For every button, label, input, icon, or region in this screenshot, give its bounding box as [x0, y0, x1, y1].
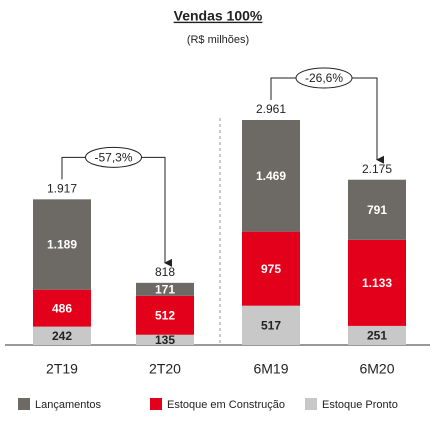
legend-label: Estoque Pronto — [322, 399, 398, 411]
total-label: 818 — [155, 265, 175, 279]
total-label: 2.175 — [362, 162, 392, 176]
bar-segment — [33, 326, 91, 345]
value-label: 791 — [367, 203, 387, 217]
value-label: 251 — [367, 329, 387, 343]
x-tick-label: 2T19 — [46, 361, 78, 377]
value-label: 242 — [52, 329, 72, 343]
value-label: 135 — [155, 333, 175, 347]
legend-label: Estoque em Construção — [167, 399, 285, 411]
bar-segment — [348, 325, 406, 345]
value-label: 512 — [155, 308, 175, 322]
legend-swatch — [18, 398, 30, 410]
annotation-bubble — [295, 67, 353, 89]
bar-segment — [33, 289, 91, 327]
value-label: 1.469 — [256, 169, 286, 183]
x-tick-label: 2T20 — [149, 361, 181, 377]
bar-segment — [242, 231, 300, 306]
bar-segment — [242, 120, 300, 232]
value-label: 517 — [261, 319, 281, 333]
bar-segment — [242, 305, 300, 345]
total-label: 1.917 — [47, 182, 77, 196]
x-tick-label: 6M20 — [359, 361, 394, 377]
bar-segment — [348, 179, 406, 240]
value-label: 1.133 — [362, 276, 392, 290]
value-label: 1.189 — [47, 238, 77, 252]
bar-segment — [136, 295, 194, 335]
total-label: 2.961 — [256, 102, 286, 116]
annotation: -57,3% — [94, 151, 132, 165]
chart-subtitle: (R$ milhões) — [187, 34, 249, 46]
annotation-bubble — [85, 146, 142, 168]
bar-segment — [136, 282, 194, 296]
bar-segment — [348, 239, 406, 326]
annotation: -26,6% — [305, 71, 343, 85]
chart-title: Vendas 100% — [174, 8, 263, 24]
x-tick-label: 6M19 — [253, 361, 288, 377]
legend-swatch — [150, 398, 162, 410]
value-label: 486 — [52, 301, 72, 315]
value-label: 975 — [261, 262, 281, 276]
legend-label: Lançamentos — [35, 399, 102, 411]
bar-segment — [33, 199, 91, 290]
bar-segment — [136, 334, 194, 345]
value-label: 171 — [155, 283, 175, 297]
legend-swatch — [305, 398, 317, 410]
